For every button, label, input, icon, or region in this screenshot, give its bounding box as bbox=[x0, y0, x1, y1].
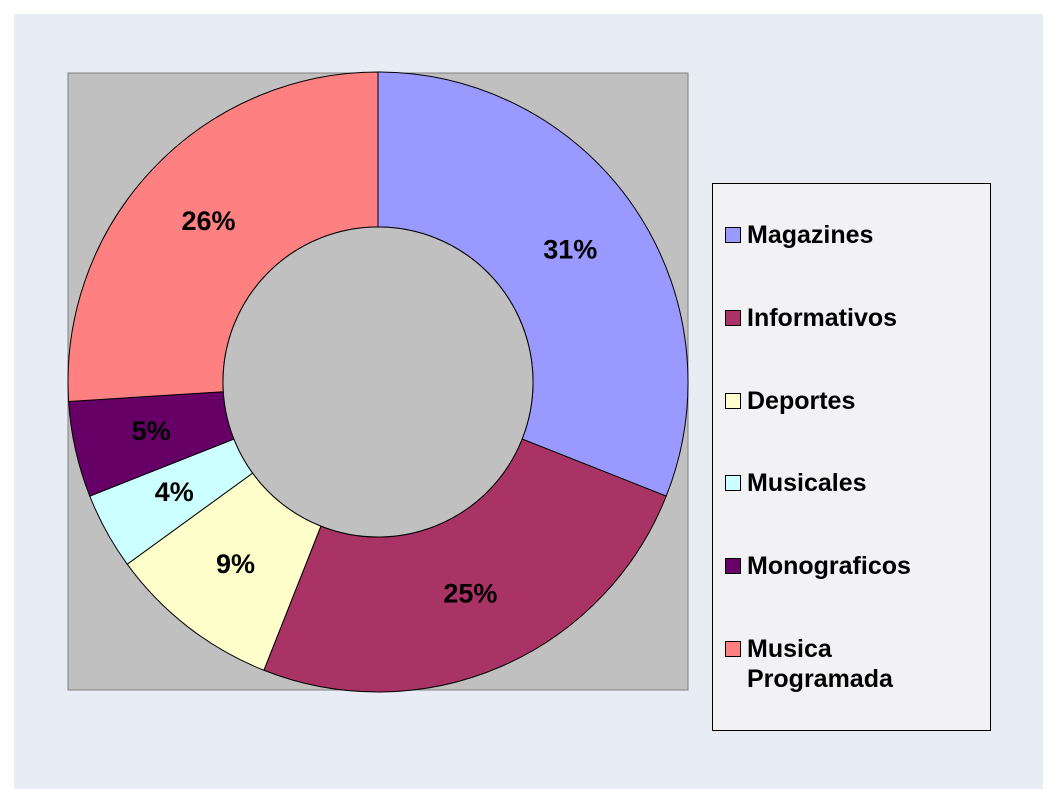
legend-swatch bbox=[725, 475, 741, 492]
legend-entry: Informativos bbox=[713, 303, 990, 333]
legend-swatch bbox=[725, 557, 741, 574]
legend-entry: Monograficos bbox=[713, 551, 990, 581]
legend-entry: Musicales bbox=[713, 468, 990, 498]
legend-label: Musicales bbox=[747, 469, 867, 498]
legend-swatch bbox=[725, 392, 741, 409]
data-label: 4% bbox=[155, 477, 194, 507]
data-label: 5% bbox=[132, 416, 171, 446]
data-label: 31% bbox=[543, 234, 597, 264]
data-label: 9% bbox=[216, 549, 255, 579]
legend-swatch bbox=[725, 309, 741, 326]
legend-entry: Musica Programada bbox=[713, 634, 990, 694]
data-label: 26% bbox=[181, 206, 235, 236]
legend-label: Deportes bbox=[747, 386, 856, 415]
legend: Magazines Informativos Deportes Musicales Mo… bbox=[712, 183, 991, 731]
legend-entry: Deportes bbox=[713, 386, 990, 416]
legend-entry: Magazines bbox=[713, 220, 990, 250]
legend-swatch bbox=[725, 227, 741, 244]
legend-swatch bbox=[725, 640, 741, 657]
donut-hole bbox=[222, 226, 534, 538]
legend-label: Monograficos bbox=[747, 551, 911, 580]
legend-label: Magazines bbox=[747, 221, 874, 250]
legend-label: Musica Programada bbox=[747, 634, 893, 693]
legend-label: Informativos bbox=[747, 303, 898, 332]
data-label: 25% bbox=[443, 579, 497, 609]
